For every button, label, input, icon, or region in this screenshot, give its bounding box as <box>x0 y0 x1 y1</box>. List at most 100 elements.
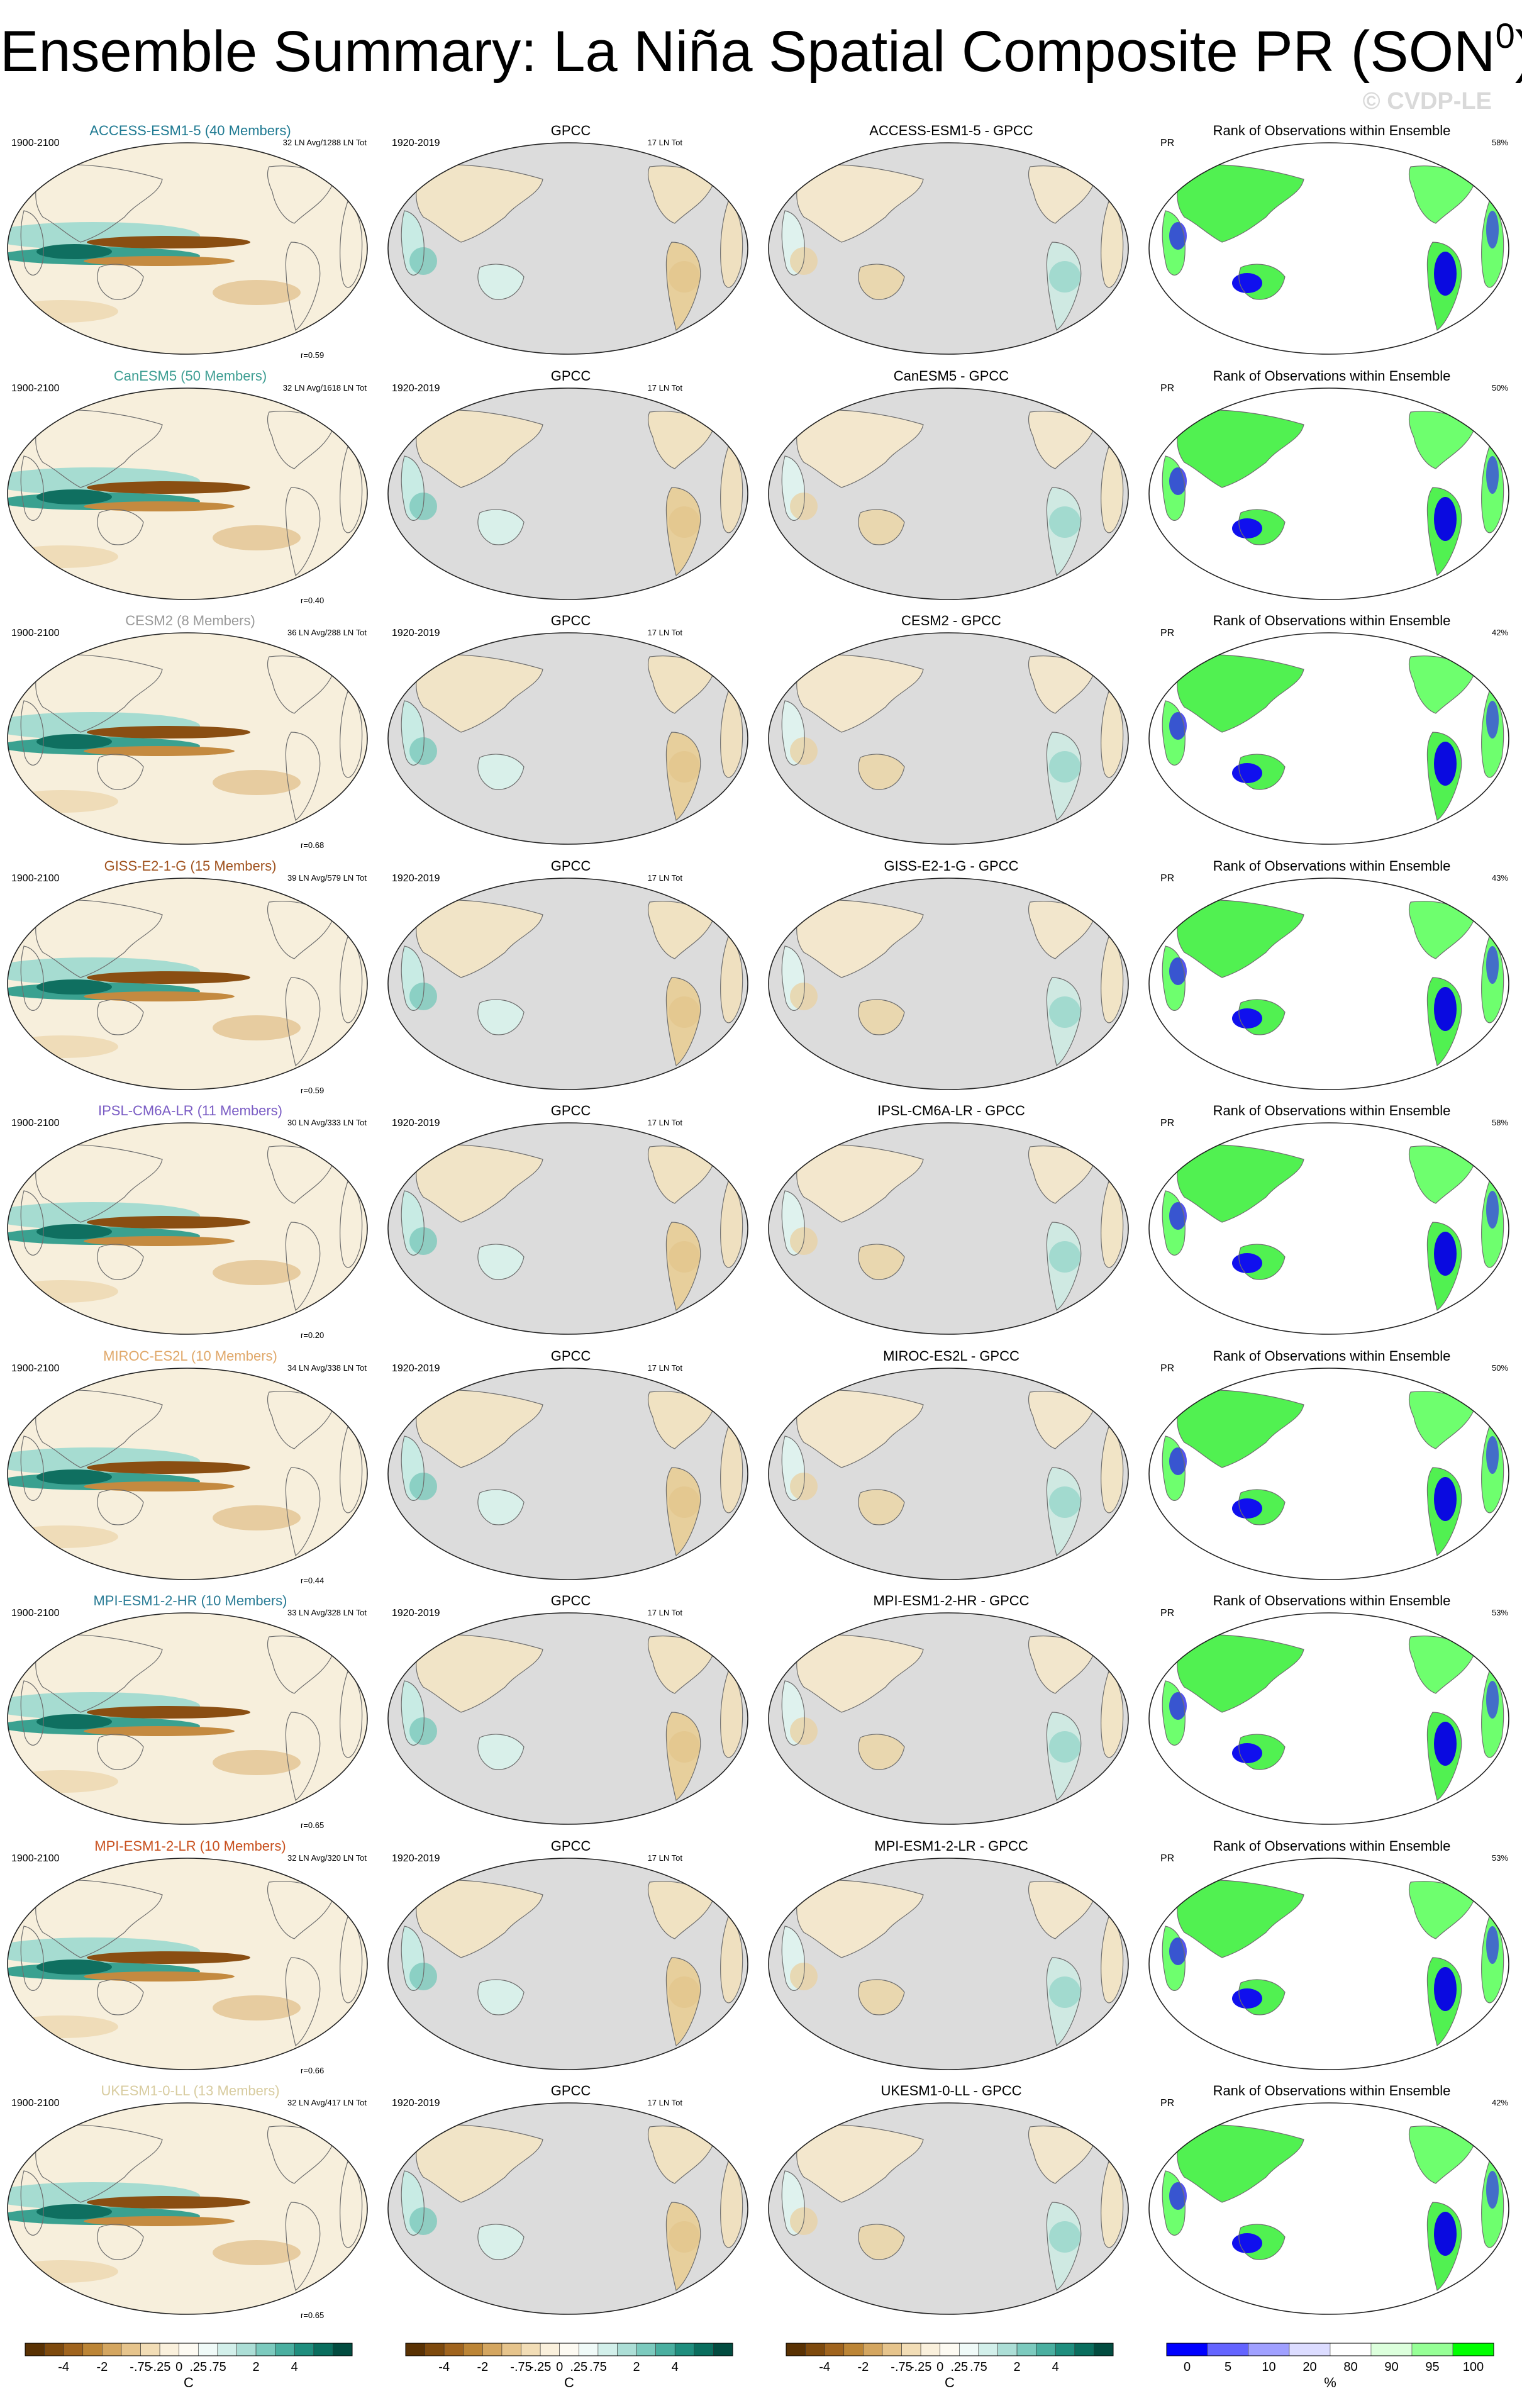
rank-percent: 50% <box>1491 1363 1508 1373</box>
period-label: 1900-2100 <box>11 138 60 148</box>
panel-model: ACCESS-ESM1-5 (40 Members) 1900-2100 32 LN… <box>0 123 380 368</box>
map-2 <box>768 2102 1129 2315</box>
variable-label: PR <box>1160 628 1175 638</box>
rank-title: Rank of Observations within Ensemble <box>1213 367 1451 384</box>
colorbar-swatch <box>1016 2343 1036 2356</box>
map-2 <box>768 877 1129 1090</box>
colorbar-tick-label: -.75 <box>130 2360 151 2374</box>
colorbar-tick-label: .75 <box>970 2360 987 2374</box>
colorbar-swatch <box>179 2343 199 2356</box>
variable-label: PR <box>1160 1118 1175 1129</box>
colorbar-tick-label: -4 <box>58 2360 69 2374</box>
map-1 <box>387 2102 748 2315</box>
colorbar-swatch <box>236 2343 257 2356</box>
colorbar-swatch <box>694 2343 714 2356</box>
colorbar-swatch <box>786 2343 806 2356</box>
period-label: 1900-2100 <box>11 628 60 638</box>
period-label: 1920-2019 <box>392 1118 440 1129</box>
pattern-correlation: r=0.59 <box>301 1085 325 1095</box>
panel-rank: Rank of Observations within Ensemble PR 53… <box>1142 1593 1522 1838</box>
colorbar-swatch <box>597 2343 618 2356</box>
map-1 <box>387 1367 748 1580</box>
panel-obs: GPCC 1920-2019 17 LN Tot <box>380 1348 761 1593</box>
colorbar-swatch <box>824 2343 845 2356</box>
map-1 <box>387 1122 748 1335</box>
panel-diff: MIROC-ES2L - GPCC <box>761 1348 1142 1593</box>
colorbar-swatch <box>1036 2343 1056 2356</box>
panel-rank: Rank of Observations within Ensemble PR 58… <box>1142 1103 1522 1348</box>
diff-title: MIROC-ES2L - GPCC <box>883 1347 1019 1364</box>
colorbar-swatch <box>1166 2343 1208 2356</box>
rank-percent: 43% <box>1491 872 1508 883</box>
colorbar-swatch <box>63 2343 84 2356</box>
colorbar-swatch <box>940 2343 960 2356</box>
panel-diff: CanESM5 - GPCC <box>761 368 1142 613</box>
variable-label: PR <box>1160 872 1175 884</box>
model-title: MPI-ESM1-2-LR (10 Members) <box>94 1837 286 1854</box>
map-2 <box>768 632 1129 845</box>
panel-model: GISS-E2-1-G (15 Members) 1900-2100 39 LN A… <box>0 858 380 1103</box>
panel-diff: ACCESS-ESM1-5 - GPCC <box>761 123 1142 368</box>
obs-title: GPCC <box>550 123 591 138</box>
model-title: MPI-ESM1-2-HR (10 Members) <box>93 1593 287 1608</box>
colorbar-tick-label: 5 <box>1225 2360 1231 2374</box>
panel-model: UKESM1-0-LL (13 Members) 1900-2100 32 LN A… <box>0 2083 380 2328</box>
panel-diff: IPSL-CM6A-LR - GPCC <box>761 1103 1142 1348</box>
colorbar-swatch <box>617 2343 637 2356</box>
map-2 <box>768 1122 1129 1335</box>
variable-label: PR <box>1160 1853 1175 1864</box>
diff-title: IPSL-CM6A-LR - GPCC <box>877 1103 1025 1118</box>
colorbar-swatch <box>482 2343 503 2356</box>
colorbar-obs: -4 -2 -.75 -.25 0 .25.75 2 4 C <box>405 2343 733 2394</box>
lanina-count: 32 LN Avg/320 LN Tot <box>287 1853 367 1863</box>
colorbar-swatch <box>44 2343 64 2356</box>
period-label: 1900-2100 <box>11 872 60 884</box>
lanina-count: 33 LN Avg/328 LN Tot <box>287 1608 367 1617</box>
panel-model: MPI-ESM1-2-LR (10 Members) 1900-2100 32 LN… <box>0 1838 380 2083</box>
variable-label: PR <box>1160 382 1175 394</box>
colorbar-tick-label: -4 <box>438 2360 450 2374</box>
colorbar-swatch <box>501 2343 521 2356</box>
diff-title: CanESM5 - GPCC <box>893 367 1009 384</box>
period-label: 1920-2019 <box>392 1363 440 1374</box>
panel-rank: Rank of Observations within Ensemble PR 42… <box>1142 613 1522 858</box>
colorbar-swatch <box>559 2343 579 2356</box>
colorbar-swatch <box>997 2343 1018 2356</box>
colorbar-tick-label: 2 <box>1013 2360 1020 2374</box>
page-title: Ensemble Summary: La Niña Spatial Compos… <box>0 16 1522 84</box>
colorbar-tick-label: -4 <box>819 2360 830 2374</box>
panel-diff: UKESM1-0-LL - GPCC <box>761 2083 1142 2328</box>
colorbar-tick-label: .25 <box>570 2360 587 2374</box>
panel-rank: Rank of Observations within Ensemble PR 53… <box>1142 1838 1522 2083</box>
panel-model: CanESM5 (50 Members) 1900-2100 32 LN Avg/1… <box>0 368 380 613</box>
diff-title: ACCESS-ESM1-5 - GPCC <box>869 123 1033 138</box>
pattern-correlation: r=0.40 <box>301 595 325 605</box>
colorbar-tick-label: 20 <box>1303 2360 1316 2374</box>
map-0 <box>7 1367 368 1580</box>
colorbar-swatch <box>578 2343 599 2356</box>
pattern-correlation: r=0.65 <box>301 1820 325 1830</box>
obs-title: GPCC <box>550 613 591 628</box>
map-3 <box>1148 632 1509 845</box>
colorbar-swatch <box>1452 2343 1494 2356</box>
panel-obs: GPCC 1920-2019 17 LN Tot <box>380 613 761 858</box>
colorbar-swatch <box>463 2343 483 2356</box>
colorbar-tick-label: 4 <box>1052 2360 1059 2374</box>
obs-title: GPCC <box>550 1593 591 1608</box>
colorbar-swatch <box>882 2343 902 2356</box>
obs-title: GPCC <box>550 2083 591 2099</box>
colorbar-swatch <box>521 2343 541 2356</box>
colorbar-tick-label: 10 <box>1262 2360 1275 2374</box>
colorbar-swatch <box>978 2343 998 2356</box>
lanina-count: 17 LN Tot <box>647 1608 682 1617</box>
map-1 <box>387 632 748 845</box>
colorbar-swatch <box>197 2343 218 2356</box>
pattern-correlation: r=0.59 <box>301 350 325 360</box>
colorbar-diff: -4 -2 -.75 -.25 0 .25.75 2 4 C <box>786 2343 1114 2394</box>
rank-title: Rank of Observations within Ensemble <box>1213 1347 1451 1364</box>
map-3 <box>1148 1612 1509 1825</box>
colorbar-units: C <box>184 2375 194 2390</box>
colorbar-tick-label: -2 <box>477 2360 488 2374</box>
colorbar-swatch <box>1411 2343 1453 2356</box>
colorbar-tick-label: 90 <box>1384 2360 1398 2374</box>
